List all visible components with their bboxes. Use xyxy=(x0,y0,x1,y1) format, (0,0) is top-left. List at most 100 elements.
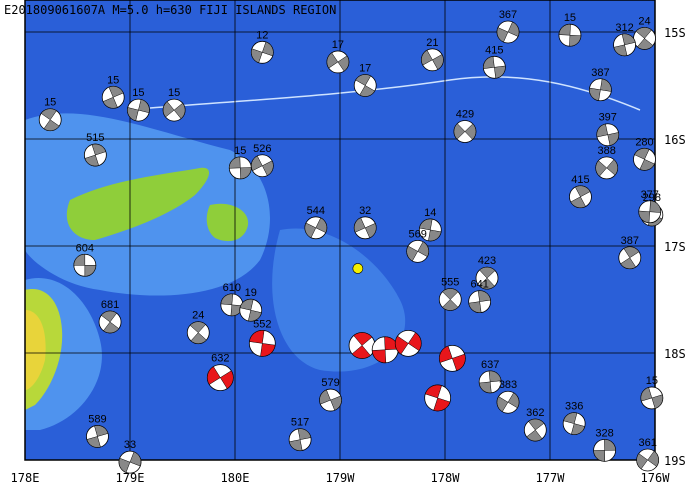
beachball-quadrant xyxy=(613,44,628,57)
beachball xyxy=(98,310,122,334)
beachball xyxy=(595,156,619,180)
beachball xyxy=(83,143,107,167)
map-frame xyxy=(24,0,656,461)
lon-tick-label: 179W xyxy=(326,471,356,485)
beachball xyxy=(250,40,274,64)
lon-tick-label: 178W xyxy=(431,471,461,485)
beachball xyxy=(640,386,664,410)
depth-label: 21 xyxy=(426,37,438,49)
beachball xyxy=(73,253,97,277)
beachball xyxy=(438,344,466,372)
beachball-quadrant xyxy=(297,428,312,440)
depth-label: 637 xyxy=(481,359,499,371)
beachball-quadrant xyxy=(417,241,429,258)
beachball-quadrant xyxy=(359,85,376,97)
beachball-quadrant xyxy=(84,154,100,167)
depth-label: 526 xyxy=(253,143,271,155)
beachball-quadrant xyxy=(289,439,303,451)
beachball-quadrant xyxy=(86,436,101,448)
depth-label: 415 xyxy=(485,44,503,56)
beachball-quadrant xyxy=(239,167,252,180)
beachball-quadrant xyxy=(621,33,636,46)
beachball-quadrant xyxy=(574,185,591,198)
beachball xyxy=(523,418,547,442)
beachball-quadrant xyxy=(118,457,131,473)
map-title: E201809061607A M=5.0 h=630 FIJI ISLANDS … xyxy=(4,3,336,17)
beachball-quadrant xyxy=(570,423,586,435)
beachball-quadrant xyxy=(94,425,109,437)
beachball xyxy=(406,239,430,263)
beachball-quadrant xyxy=(251,48,263,64)
beachball-quadrant xyxy=(319,389,331,405)
beachball xyxy=(596,123,620,147)
beachball-quadrant xyxy=(636,453,648,470)
lat-tick-label: 16S xyxy=(664,133,686,147)
depth-label: 641 xyxy=(470,279,488,291)
beachball xyxy=(371,336,399,364)
beachball xyxy=(418,218,442,242)
beachball-quadrant xyxy=(649,200,661,213)
beachball-quadrant xyxy=(496,396,509,412)
depth-label: 19 xyxy=(245,287,257,299)
depth-label: 383 xyxy=(499,379,517,391)
beachball xyxy=(468,290,492,314)
depth-label: 517 xyxy=(291,417,309,429)
beachball xyxy=(638,200,662,224)
beachball-quadrant xyxy=(442,288,459,300)
lat-tick-label: 18S xyxy=(664,347,686,361)
beachball-quadrant xyxy=(639,158,655,171)
lon-tick-label: 178E xyxy=(11,471,40,485)
depth-label: 32 xyxy=(359,205,371,217)
depth-label: 552 xyxy=(253,318,271,330)
lon-tick-label: 180E xyxy=(221,471,250,485)
beachball-quadrant xyxy=(558,23,571,36)
lon-tick-label: 179E xyxy=(116,471,145,485)
depth-label: 388 xyxy=(598,145,616,157)
beachball-quadrant xyxy=(102,96,118,109)
beachball-quadrant xyxy=(353,217,366,233)
beachball-quadrant xyxy=(526,429,543,442)
beachball xyxy=(636,448,660,472)
depth-label: 681 xyxy=(101,299,119,311)
beachball-quadrant xyxy=(507,392,520,409)
lon-tick-label: 177W xyxy=(536,471,566,485)
beachball xyxy=(478,370,502,394)
beachball-quadrant xyxy=(351,345,371,359)
beachball-quadrant xyxy=(103,321,120,334)
depth-label: 361 xyxy=(638,437,656,449)
depth-label: 328 xyxy=(595,427,613,439)
beachball-quadrant xyxy=(569,34,582,47)
beachball-quadrant xyxy=(127,107,139,122)
beachball xyxy=(589,78,612,102)
beachball-quadrant xyxy=(424,384,442,399)
depth-label: 415 xyxy=(571,174,589,186)
beachball xyxy=(453,120,477,143)
beachball-quadrant xyxy=(464,123,477,140)
depth-label: 429 xyxy=(456,109,474,121)
beachball xyxy=(162,98,186,122)
beachball-quadrant xyxy=(138,99,150,114)
beachball-quadrant xyxy=(488,370,502,383)
depth-label: 24 xyxy=(638,15,650,27)
beachball-quadrant xyxy=(528,418,545,431)
beachball xyxy=(288,428,312,452)
beachball xyxy=(250,154,274,178)
beachball-quadrant xyxy=(229,156,241,169)
beachball xyxy=(239,298,263,322)
beachball-quadrant xyxy=(634,148,650,160)
depth-label: 362 xyxy=(526,407,544,419)
beachball-quadrant xyxy=(337,55,350,72)
beachball xyxy=(319,388,342,412)
beachball-quadrant xyxy=(91,143,107,156)
events-layer: 6046815893363261024517544526144236373835… xyxy=(38,9,664,474)
depth-label: 15 xyxy=(168,87,180,99)
beachball-quadrant xyxy=(190,332,207,344)
beachball xyxy=(228,156,252,180)
beachball xyxy=(618,246,642,270)
beachball xyxy=(496,20,520,44)
depth-label: 515 xyxy=(86,132,104,144)
beachball xyxy=(353,74,377,97)
lat-tick-label: 15S xyxy=(664,26,686,40)
beachball-quadrant xyxy=(40,108,57,121)
